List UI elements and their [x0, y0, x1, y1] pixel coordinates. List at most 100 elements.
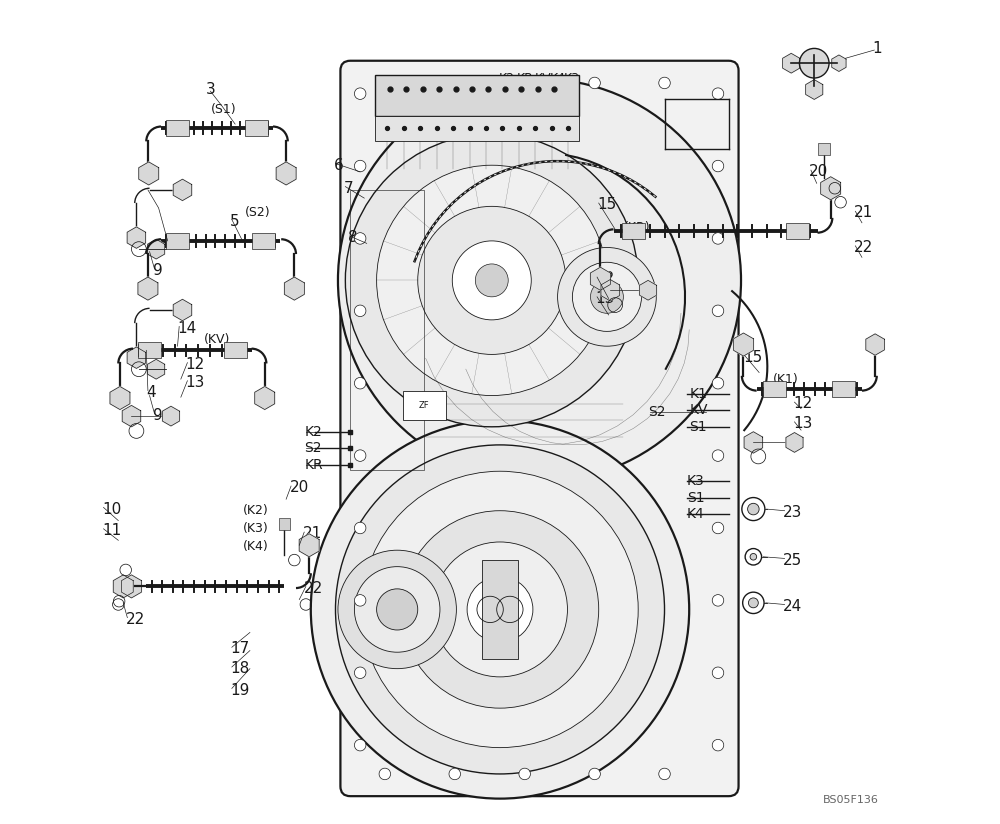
- Bar: [224, 342, 247, 358]
- Text: S1: S1: [687, 490, 704, 504]
- Text: KR: KR: [516, 72, 533, 85]
- Circle shape: [354, 739, 366, 751]
- Text: (S1): (S1): [210, 103, 236, 116]
- Polygon shape: [139, 162, 159, 185]
- Circle shape: [354, 667, 366, 678]
- Polygon shape: [744, 432, 763, 453]
- Bar: [138, 342, 161, 358]
- Text: 14: 14: [178, 321, 197, 335]
- Polygon shape: [121, 575, 141, 598]
- Text: 12: 12: [186, 357, 205, 372]
- FancyBboxPatch shape: [340, 61, 739, 796]
- Circle shape: [589, 768, 600, 780]
- Circle shape: [712, 232, 724, 244]
- Circle shape: [354, 522, 366, 534]
- Text: 7: 7: [344, 180, 353, 196]
- Polygon shape: [113, 575, 133, 598]
- Polygon shape: [173, 299, 192, 321]
- Circle shape: [354, 450, 366, 461]
- Bar: [622, 223, 645, 239]
- Polygon shape: [148, 239, 165, 259]
- Circle shape: [354, 161, 366, 171]
- Text: (K2): (K2): [243, 504, 269, 517]
- Circle shape: [354, 88, 366, 100]
- Circle shape: [519, 768, 530, 780]
- Text: ZF: ZF: [419, 401, 430, 410]
- Text: 13: 13: [186, 375, 205, 390]
- Text: 18: 18: [230, 661, 249, 677]
- Bar: [279, 518, 290, 531]
- Circle shape: [449, 77, 461, 89]
- Circle shape: [377, 166, 607, 396]
- Text: 25: 25: [783, 553, 802, 568]
- Text: K2: K2: [498, 72, 514, 85]
- Circle shape: [354, 595, 366, 606]
- Circle shape: [712, 739, 724, 751]
- Polygon shape: [127, 227, 146, 248]
- Text: 3: 3: [206, 82, 215, 97]
- Text: (K4): (K4): [243, 541, 269, 554]
- Bar: [832, 381, 855, 397]
- Polygon shape: [734, 333, 753, 356]
- Polygon shape: [122, 405, 141, 427]
- Bar: [245, 120, 268, 136]
- Text: 15: 15: [597, 197, 616, 213]
- Text: 17: 17: [230, 641, 249, 657]
- Polygon shape: [162, 406, 180, 426]
- Circle shape: [345, 134, 638, 427]
- Text: 22: 22: [304, 581, 323, 596]
- Polygon shape: [821, 176, 841, 199]
- Polygon shape: [127, 347, 146, 368]
- Circle shape: [338, 550, 456, 668]
- Text: BS05F136: BS05F136: [823, 795, 878, 805]
- Circle shape: [354, 567, 440, 653]
- Circle shape: [712, 450, 724, 461]
- Text: 1: 1: [873, 41, 882, 56]
- Circle shape: [467, 577, 533, 643]
- Circle shape: [659, 77, 670, 89]
- Bar: [350, 190, 424, 470]
- Bar: [818, 143, 830, 155]
- Circle shape: [519, 77, 530, 89]
- Polygon shape: [786, 433, 803, 452]
- Text: S2: S2: [648, 405, 666, 419]
- Circle shape: [354, 377, 366, 389]
- Text: S2: S2: [304, 441, 322, 455]
- Circle shape: [377, 589, 418, 630]
- Bar: [166, 233, 189, 249]
- Circle shape: [379, 77, 391, 89]
- Bar: [482, 560, 518, 658]
- Bar: [763, 381, 786, 397]
- Text: 5: 5: [230, 213, 240, 228]
- Text: 9: 9: [153, 263, 163, 278]
- Bar: [786, 223, 809, 239]
- Circle shape: [712, 305, 724, 316]
- Text: K3: K3: [564, 72, 580, 85]
- Circle shape: [712, 161, 724, 171]
- Bar: [375, 75, 579, 116]
- Circle shape: [433, 542, 567, 677]
- Circle shape: [335, 445, 665, 774]
- Text: 21: 21: [303, 527, 322, 541]
- Circle shape: [589, 77, 600, 89]
- Text: K4: K4: [687, 507, 704, 521]
- Text: 19: 19: [230, 682, 250, 698]
- Text: 4: 4: [146, 385, 156, 400]
- Text: 8: 8: [348, 230, 357, 245]
- Bar: [166, 120, 189, 136]
- Polygon shape: [110, 386, 130, 410]
- Text: 21: 21: [854, 205, 873, 221]
- Circle shape: [418, 206, 566, 354]
- Text: 6: 6: [334, 157, 344, 173]
- Circle shape: [750, 554, 757, 560]
- Circle shape: [659, 768, 670, 780]
- Text: 20: 20: [289, 480, 309, 495]
- Text: (KR): (KR): [623, 221, 650, 234]
- Polygon shape: [640, 280, 657, 300]
- Text: 15: 15: [743, 350, 763, 365]
- Text: 13: 13: [793, 416, 812, 431]
- Circle shape: [712, 595, 724, 606]
- Polygon shape: [806, 80, 823, 100]
- Text: 13: 13: [595, 291, 615, 306]
- Polygon shape: [138, 277, 158, 300]
